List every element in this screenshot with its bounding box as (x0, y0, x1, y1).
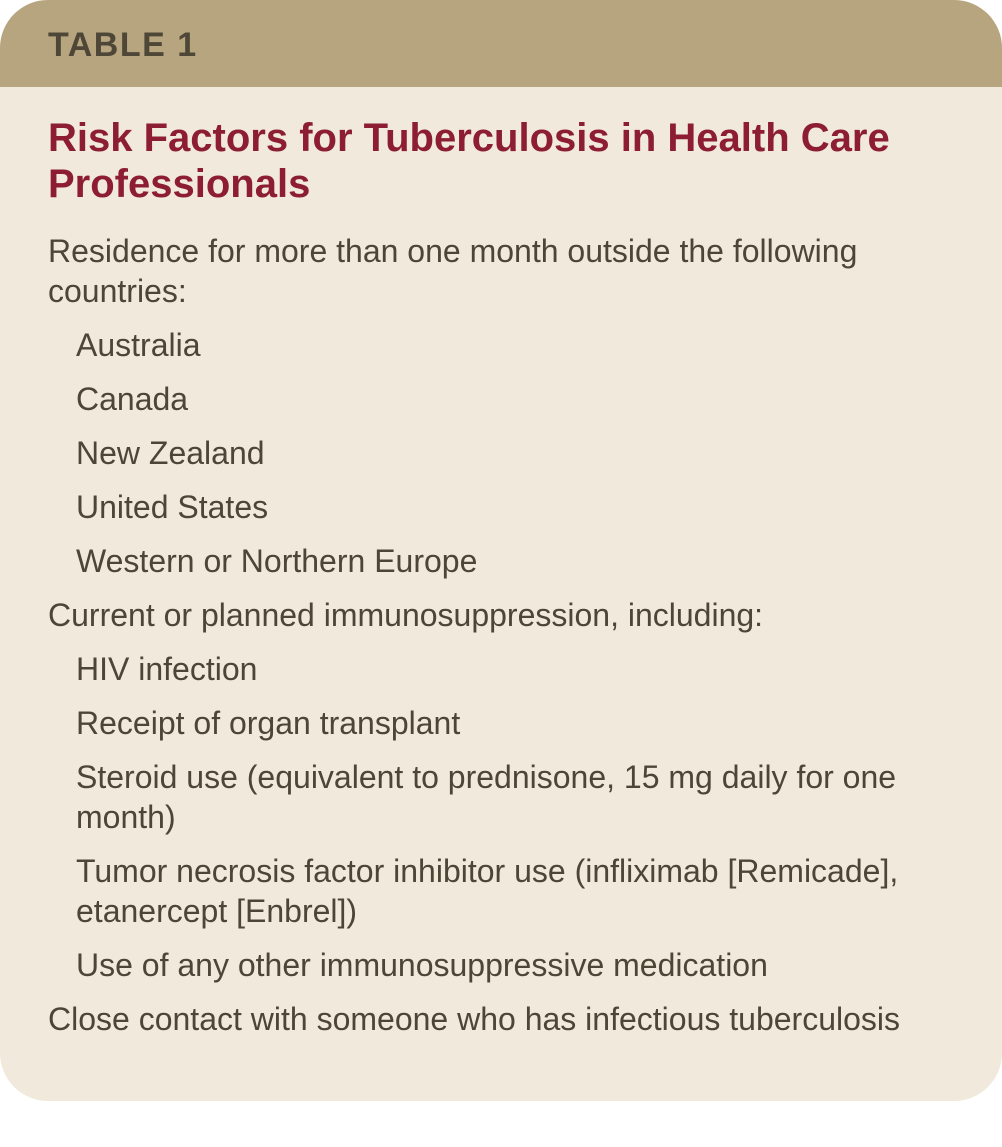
list-item: Tumor necrosis factor inhibitor use (inf… (48, 851, 954, 931)
list-item: HIV infection (48, 649, 954, 689)
table-card: TABLE 1 Risk Factors for Tuberculosis in… (0, 0, 1002, 1101)
table-label: TABLE 1 (48, 26, 954, 65)
list-item: Steroid use (equivalent to prednisone, 1… (48, 757, 954, 837)
section-text: Residence for more than one month outsid… (48, 231, 954, 311)
list-item: Receipt of organ transplant (48, 703, 954, 743)
section-text: Close contact with someone who has infec… (48, 999, 954, 1039)
table-body: Risk Factors for Tuberculosis in Health … (0, 87, 1002, 1101)
table-title: Risk Factors for Tuberculosis in Health … (48, 115, 954, 207)
list-item: Australia (48, 325, 954, 365)
list-item: Use of any other immunosuppressive medic… (48, 945, 954, 985)
list-item: Western or Northern Europe (48, 541, 954, 581)
list-item: New Zealand (48, 433, 954, 473)
table-header: TABLE 1 (0, 0, 1002, 87)
list-item: Canada (48, 379, 954, 419)
sections-container: Residence for more than one month outsid… (48, 231, 954, 1039)
list-item: United States (48, 487, 954, 527)
section-text: Current or planned immunosuppression, in… (48, 595, 954, 635)
